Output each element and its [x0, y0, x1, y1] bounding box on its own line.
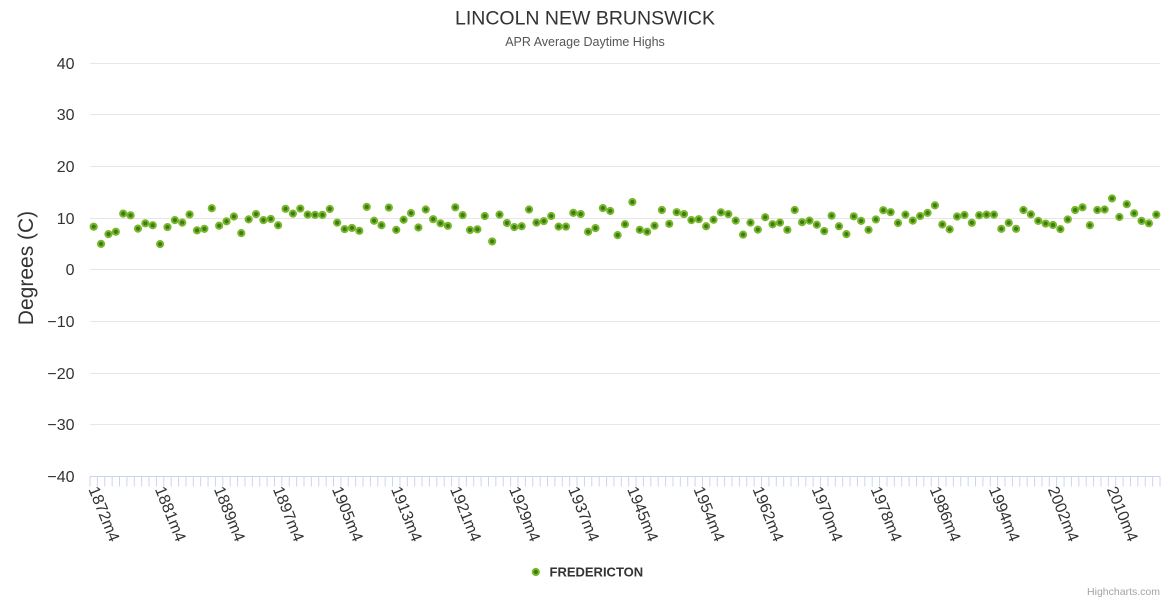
- svg-text:−40: −40: [47, 469, 74, 486]
- svg-text:20: 20: [57, 159, 75, 176]
- svg-text:Degrees (C): Degrees (C): [15, 211, 38, 325]
- svg-text:LINCOLN NEW BRUNSWICK: LINCOLN NEW BRUNSWICK: [455, 8, 715, 30]
- svg-text:−30: −30: [47, 417, 74, 434]
- svg-text:−20: −20: [47, 366, 74, 383]
- svg-text:−10: −10: [47, 314, 74, 331]
- svg-text:APR Average Daytime Highs: APR Average Daytime Highs: [505, 35, 665, 49]
- svg-text:40: 40: [57, 56, 75, 73]
- svg-text:Highcharts.com: Highcharts.com: [1087, 586, 1160, 598]
- svg-text:10: 10: [57, 211, 75, 228]
- svg-text:30: 30: [57, 107, 75, 124]
- svg-text:0: 0: [66, 262, 75, 279]
- svg-text:FREDERICTON: FREDERICTON: [550, 565, 644, 580]
